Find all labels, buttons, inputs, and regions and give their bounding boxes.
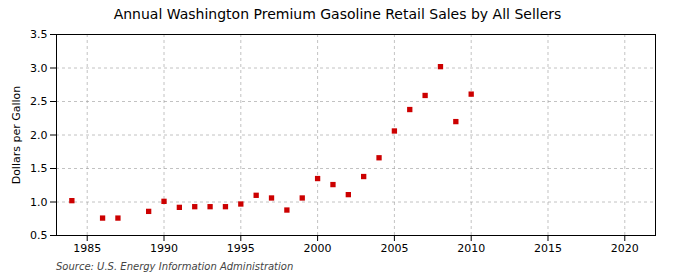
svg-text:Dollars per Gallon: Dollars per Gallon (10, 86, 23, 185)
svg-text:1.0: 1.0 (30, 196, 48, 209)
svg-text:3.0: 3.0 (30, 62, 48, 75)
svg-text:1.5: 1.5 (30, 162, 48, 175)
svg-text:2015: 2015 (534, 242, 562, 255)
svg-text:0.5: 0.5 (30, 229, 48, 242)
html-text:Annual Washington Premium Gaso: Annual Washington Premium Gasoline Retai… (113, 6, 562, 22)
svg-text:2.0: 2.0 (30, 129, 48, 142)
svg-text:2020: 2020 (611, 242, 639, 255)
html-text:Source: U.S. Energy Informatio: Source: U.S. Energy Information Administ… (56, 261, 294, 272)
svg-text:1990: 1990 (150, 242, 178, 255)
svg-text:3.5: 3.5 (30, 28, 48, 41)
svg-text:2005: 2005 (380, 242, 408, 255)
svg-text:2000: 2000 (304, 242, 332, 255)
svg-text:2.5: 2.5 (30, 95, 48, 108)
svg-text:1985: 1985 (73, 242, 101, 255)
svg-text:2010: 2010 (457, 242, 485, 255)
svg-text:1995: 1995 (227, 242, 255, 255)
